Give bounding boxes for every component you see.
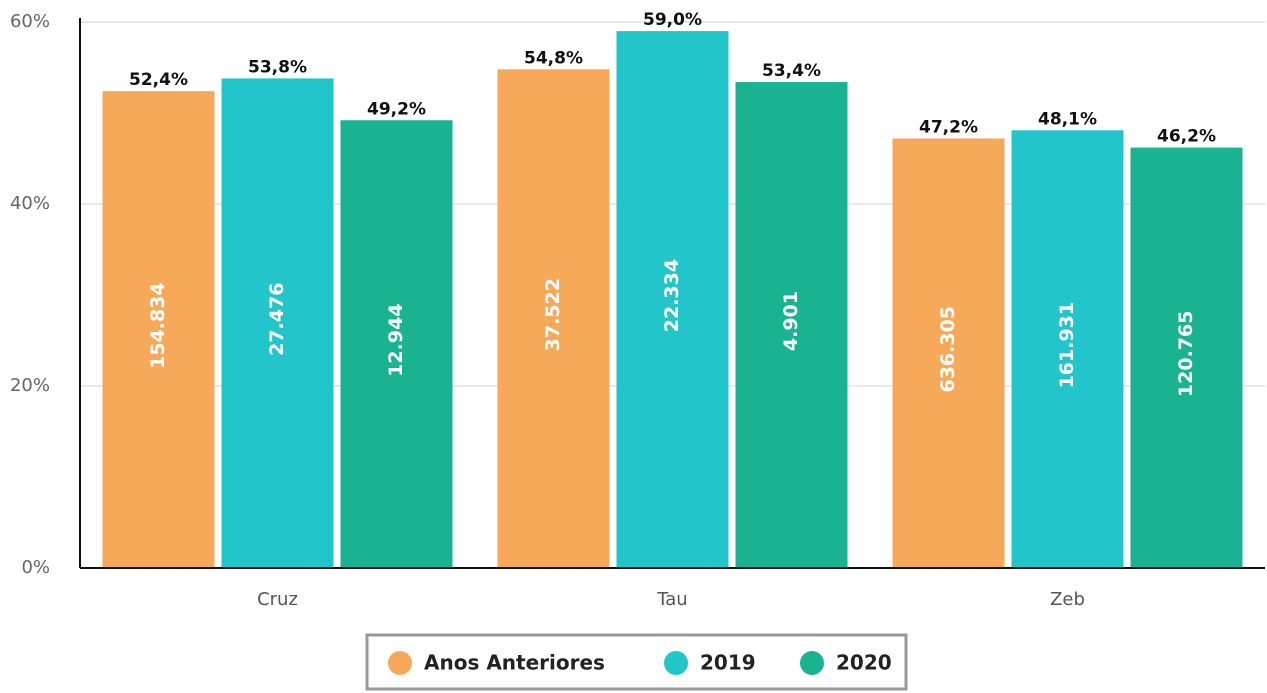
y-tick-label: 40% [10,193,50,214]
value-label: 54,8% [524,48,583,68]
value-label: 49,2% [367,99,426,119]
count-label: 120.765 [1175,311,1197,398]
value-label: 48,1% [1038,109,1097,129]
count-label: 37.522 [542,278,564,351]
bar [221,78,334,569]
bar [892,138,1005,569]
y-tick-label: 0% [21,557,50,578]
value-label: 46,2% [1157,127,1216,147]
bar [340,120,453,568]
legend-box [365,633,908,691]
bar [616,31,729,569]
count-label: 161.931 [1056,302,1078,389]
legend-label: 2020 [836,651,892,675]
count-label: 12.944 [385,303,407,376]
x-tick-label: Zeb [1050,589,1085,610]
bar [735,82,848,568]
count-label: 636.305 [937,306,959,393]
value-label: 52,4% [129,70,188,90]
bar [102,91,215,568]
count-label: 4.901 [780,291,802,351]
value-label: 47,2% [919,117,978,137]
x-tick-label: Tau [656,589,687,610]
count-label: 27.476 [266,283,288,356]
bar [497,69,610,568]
value-label: 53,8% [248,57,307,77]
legend-swatch [388,651,412,675]
count-label: 22.334 [661,259,683,332]
legend-swatch [800,651,824,675]
x-tick-label: Cruz [257,589,298,610]
count-label: 154.834 [147,282,169,369]
y-tick-label: 60% [10,11,50,32]
legend-label: 2019 [700,651,756,675]
legend-label: Anos Anteriores [424,651,605,675]
value-label: 59,0% [643,10,702,30]
bar [1011,130,1124,569]
value-label: 53,4% [762,61,821,81]
legend-swatch [664,651,688,675]
bar [1130,147,1243,568]
y-tick-label: 20% [10,375,50,396]
